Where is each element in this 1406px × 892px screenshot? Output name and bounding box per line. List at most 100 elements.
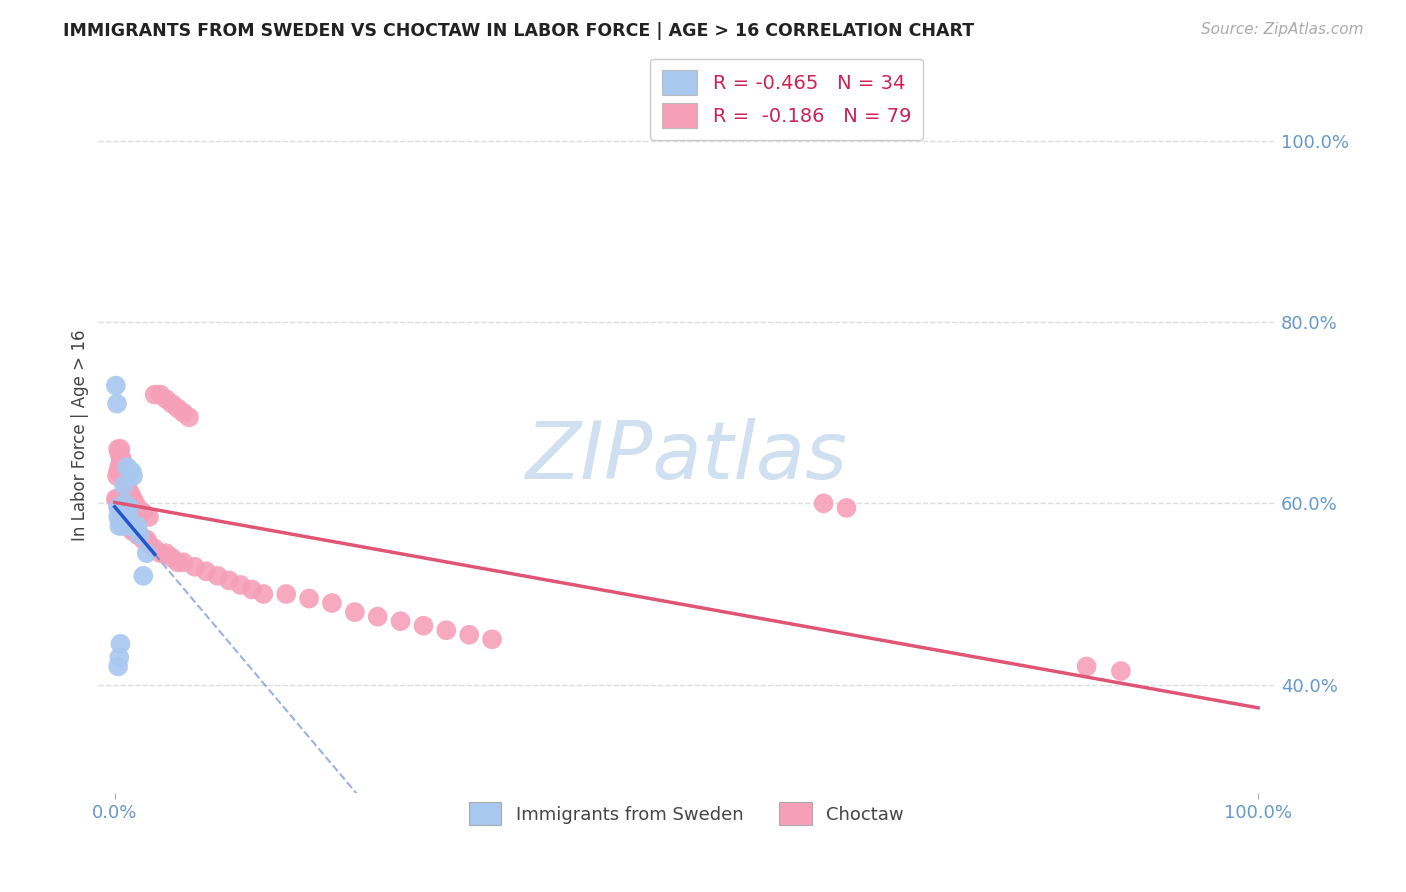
Point (172, 406, 194, 420)
Point (105, 397, 128, 411)
Point (115, 515, 138, 529)
Point (128, 528, 150, 542)
Point (321, 596, 343, 610)
Point (110, 637, 132, 651)
Point (149, 387, 172, 401)
Point (105, 469, 128, 483)
Point (177, 410, 200, 425)
Point (124, 496, 146, 510)
Point (127, 519, 149, 533)
Point (132, 569, 155, 583)
Point (298, 591, 321, 606)
Point (105, 491, 128, 506)
Point (110, 515, 132, 529)
Point (110, 500, 132, 515)
Point (128, 528, 150, 542)
Point (117, 510, 139, 524)
Point (108, 500, 131, 515)
Text: ZIPatlas: ZIPatlas (526, 417, 848, 496)
Point (115, 505, 138, 519)
Point (458, 628, 481, 642)
Point (135, 533, 157, 547)
Point (120, 487, 142, 501)
Point (110, 496, 132, 510)
Point (112, 478, 135, 492)
Point (276, 587, 298, 601)
Point (412, 618, 434, 632)
Point (143, 541, 166, 556)
Point (172, 555, 194, 569)
Point (111, 500, 134, 515)
Point (132, 505, 155, 519)
Point (218, 574, 240, 588)
Point (110, 451, 132, 466)
Point (112, 469, 135, 483)
Point (108, 460, 131, 475)
Point (121, 465, 143, 479)
Point (434, 624, 457, 638)
Point (114, 510, 136, 524)
Point (111, 519, 134, 533)
Point (107, 510, 129, 524)
Point (124, 519, 146, 533)
Point (117, 519, 139, 533)
Point (112, 460, 135, 475)
Text: IMMIGRANTS FROM SWEDEN VS CHOCTAW IN LABOR FORCE | AGE > 16 CORRELATION CHART: IMMIGRANTS FROM SWEDEN VS CHOCTAW IN LAB… (63, 22, 974, 40)
Text: Source: ZipAtlas.com: Source: ZipAtlas.com (1201, 22, 1364, 37)
Point (117, 460, 139, 475)
Point (1076, 659, 1098, 673)
Point (184, 559, 207, 574)
Point (132, 533, 155, 547)
Point (112, 510, 135, 524)
Point (110, 456, 132, 470)
Point (160, 550, 183, 565)
Point (121, 524, 143, 538)
Point (104, 378, 127, 392)
Point (138, 537, 160, 551)
Point (111, 456, 134, 470)
Point (110, 515, 132, 529)
Point (107, 659, 129, 673)
Point (143, 387, 166, 401)
Point (108, 519, 131, 533)
Point (481, 632, 503, 647)
Y-axis label: In Labor Force | Age > 16: In Labor Force | Age > 16 (72, 330, 89, 541)
Point (1109, 664, 1132, 678)
Point (343, 605, 366, 619)
Point (118, 519, 141, 533)
Point (115, 515, 138, 529)
Point (114, 474, 136, 488)
Point (240, 582, 263, 597)
Point (127, 500, 149, 515)
Point (117, 483, 139, 497)
Point (835, 500, 858, 515)
Point (229, 578, 252, 592)
Point (115, 478, 138, 492)
Point (122, 491, 145, 506)
Point (107, 442, 129, 456)
Point (107, 500, 129, 515)
Point (108, 650, 131, 665)
Point (122, 524, 145, 538)
Point (110, 500, 132, 515)
Point (118, 500, 141, 515)
Point (110, 442, 132, 456)
Point (110, 460, 132, 475)
Point (127, 528, 149, 542)
Point (195, 565, 218, 579)
Point (124, 524, 146, 538)
Point (207, 569, 229, 583)
Point (149, 546, 172, 560)
Legend: Immigrants from Sweden, Choctaw: Immigrants from Sweden, Choctaw (460, 793, 912, 834)
Point (138, 510, 160, 524)
Point (114, 465, 136, 479)
Point (104, 491, 127, 506)
Point (122, 469, 145, 483)
Point (155, 392, 177, 406)
Point (112, 500, 135, 515)
Point (111, 505, 134, 519)
Point (135, 546, 157, 560)
Point (166, 555, 188, 569)
Point (108, 500, 131, 515)
Point (114, 496, 136, 510)
